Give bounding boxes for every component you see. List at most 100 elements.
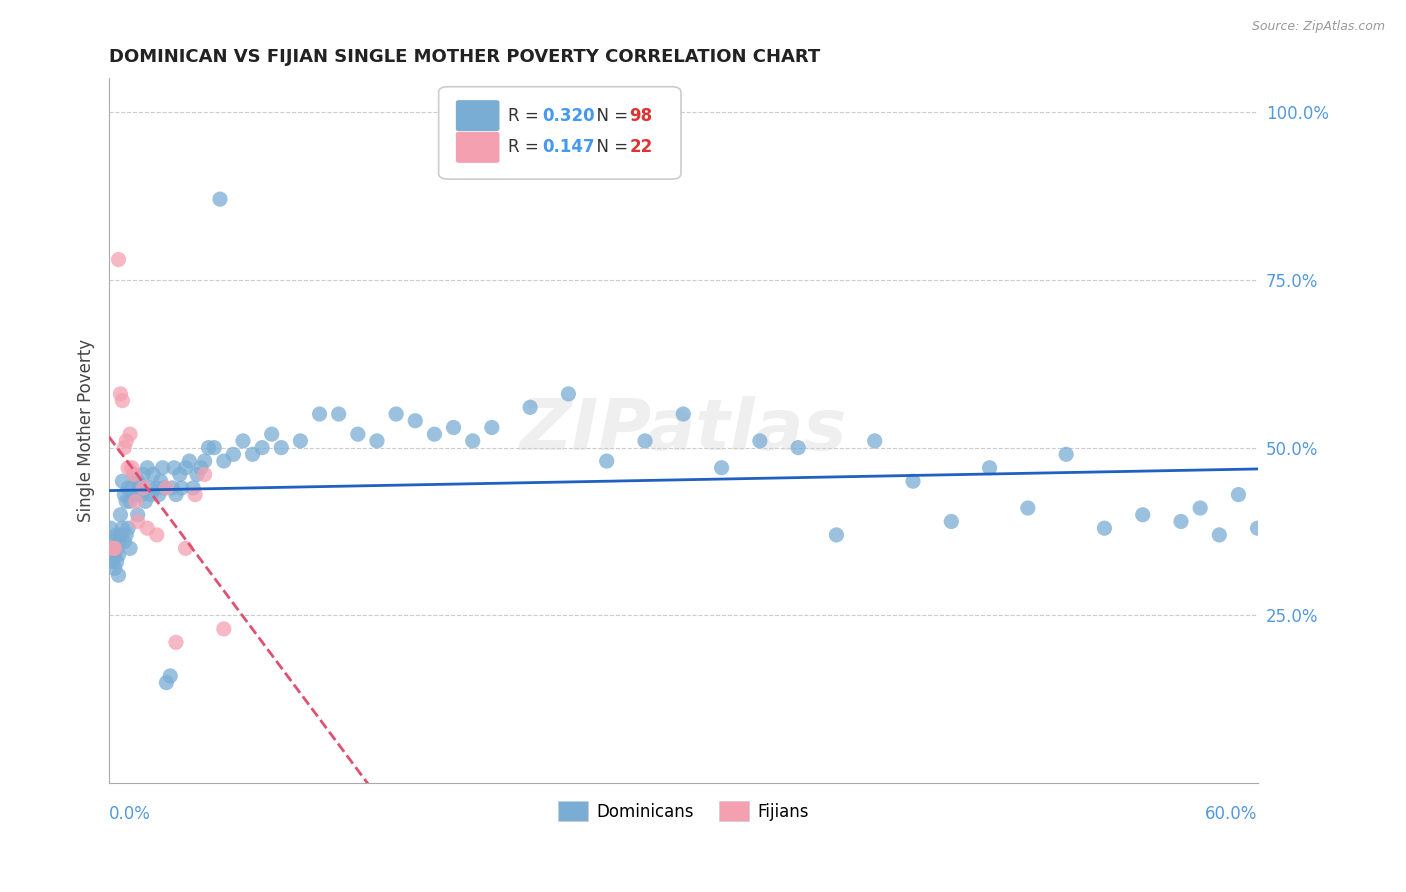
Point — [748, 434, 770, 448]
Point — [105, 541, 128, 556]
Point — [222, 447, 245, 461]
Point — [202, 441, 225, 455]
Point — [118, 427, 141, 442]
Point — [107, 252, 129, 267]
FancyBboxPatch shape — [456, 100, 499, 131]
Point — [557, 387, 579, 401]
Point — [170, 481, 193, 495]
Point — [110, 508, 132, 522]
Point — [132, 481, 155, 495]
Point — [179, 454, 201, 468]
Point — [121, 481, 143, 495]
Point — [112, 488, 135, 502]
Point — [118, 494, 141, 508]
Point — [117, 460, 139, 475]
Point — [115, 434, 138, 448]
Point — [443, 420, 465, 434]
FancyBboxPatch shape — [456, 132, 499, 163]
Point — [117, 521, 139, 535]
Point — [197, 441, 219, 455]
Point — [105, 555, 128, 569]
Point — [347, 427, 370, 442]
Point — [461, 434, 484, 448]
Point — [308, 407, 330, 421]
Point — [107, 534, 129, 549]
Point — [132, 467, 155, 482]
Point — [104, 548, 127, 562]
Point — [174, 541, 197, 556]
Point — [1246, 521, 1268, 535]
Point — [190, 460, 212, 475]
Point — [128, 481, 150, 495]
Point — [104, 541, 127, 556]
Point — [232, 434, 254, 448]
Point — [169, 467, 191, 482]
Point — [787, 441, 810, 455]
Point — [250, 441, 273, 455]
Point — [634, 434, 657, 448]
Point — [194, 467, 217, 482]
Point — [863, 434, 886, 448]
Point — [1208, 528, 1230, 542]
Point — [901, 474, 924, 488]
Point — [115, 528, 138, 542]
Text: 0.0%: 0.0% — [108, 805, 150, 822]
Point — [290, 434, 312, 448]
Point — [107, 568, 129, 582]
Point — [149, 474, 172, 488]
Point — [101, 555, 124, 569]
Point — [260, 427, 283, 442]
Point — [101, 541, 124, 556]
Point — [122, 467, 145, 482]
Point — [174, 460, 197, 475]
Point — [107, 548, 129, 562]
Point — [146, 528, 169, 542]
Point — [212, 454, 235, 468]
Point — [142, 467, 165, 482]
Text: DOMINICAN VS FIJIAN SINGLE MOTHER POVERTY CORRELATION CHART: DOMINICAN VS FIJIAN SINGLE MOTHER POVERT… — [108, 47, 820, 66]
Point — [104, 541, 127, 556]
Point — [105, 528, 128, 542]
Point — [118, 541, 141, 556]
Point — [423, 427, 446, 442]
Point — [127, 474, 149, 488]
Point — [117, 481, 139, 495]
Point — [672, 407, 695, 421]
Point — [212, 622, 235, 636]
Point — [208, 192, 231, 206]
Point — [710, 460, 733, 475]
Point — [186, 467, 208, 482]
Text: Source: ZipAtlas.com: Source: ZipAtlas.com — [1251, 20, 1385, 33]
Point — [825, 528, 848, 542]
Text: 60.0%: 60.0% — [1205, 805, 1257, 822]
Point — [184, 488, 207, 502]
Point — [127, 515, 149, 529]
Point — [404, 414, 426, 428]
Legend: Dominicans, Fijians: Dominicans, Fijians — [551, 794, 815, 828]
Point — [136, 521, 159, 535]
Point — [519, 401, 541, 415]
Point — [165, 488, 187, 502]
Point — [122, 467, 145, 482]
Point — [104, 561, 127, 575]
Point — [100, 521, 122, 535]
Point — [136, 460, 159, 475]
Point — [131, 488, 153, 502]
Point — [111, 393, 134, 408]
Point — [146, 481, 169, 495]
Point — [155, 675, 177, 690]
Point — [1132, 508, 1154, 522]
Point — [159, 669, 181, 683]
Point — [111, 521, 134, 535]
Text: 0.147: 0.147 — [541, 138, 595, 156]
Text: N =: N = — [586, 107, 633, 125]
Point — [125, 494, 148, 508]
Text: R =: R = — [508, 107, 544, 125]
Point — [1054, 447, 1077, 461]
Point — [1170, 515, 1192, 529]
Text: R =: R = — [508, 138, 544, 156]
Point — [1189, 501, 1212, 516]
Text: 22: 22 — [630, 138, 652, 156]
Point — [139, 488, 162, 502]
Point — [160, 481, 183, 495]
